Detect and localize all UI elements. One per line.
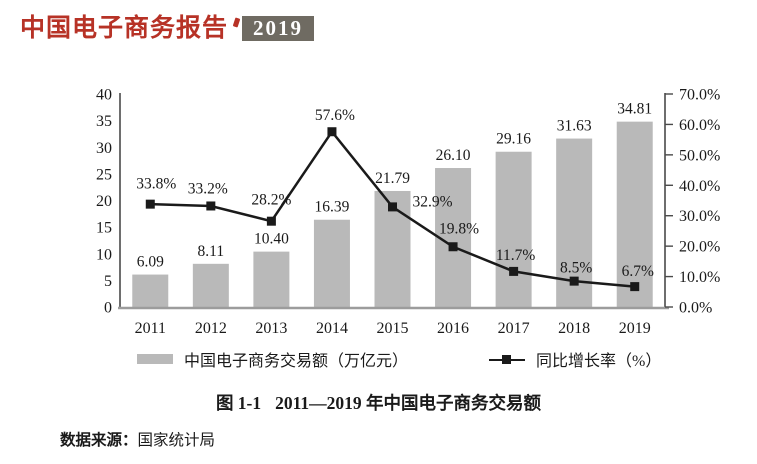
y-axis-right-label: 20.0%	[679, 239, 720, 256]
bar-value-label: 29.16	[496, 131, 531, 148]
growth-value-label: 6.7%	[622, 263, 654, 280]
y-axis-right-label: 50.0%	[679, 147, 720, 164]
growth-value-label: 19.8%	[439, 220, 479, 237]
x-axis-label: 2011	[135, 320, 166, 337]
x-axis-label: 2019	[619, 320, 651, 337]
y-axis-right-label: 10.0%	[679, 269, 720, 286]
line-marker-icon	[388, 202, 397, 212]
data-source-label: 数据来源：	[60, 432, 138, 449]
square-marker-icon	[502, 354, 511, 364]
y-axis-right-label: 70.0%	[679, 87, 720, 104]
bar	[192, 263, 229, 307]
bar	[313, 219, 350, 307]
growth-value-label: 33.8%	[136, 176, 176, 193]
y-axis-left-label: 0	[104, 300, 112, 317]
legend-bar-swatch	[137, 354, 173, 364]
growth-value-label: 57.6%	[315, 107, 355, 124]
line-marker-icon	[266, 216, 276, 226]
report-title: 中国电子商务报告	[20, 14, 229, 42]
legend-line-swatch	[489, 354, 525, 364]
bar-value-label: 34.81	[617, 101, 652, 118]
y-axis-left-label: 10	[96, 246, 112, 263]
legend-line-label: 同比增长率（%）	[536, 353, 662, 370]
year-badge: 2019	[242, 15, 315, 41]
growth-value-label: 32.9%	[412, 193, 452, 210]
y-axis-left-label: 30	[96, 140, 112, 157]
x-axis-label: 2017	[498, 320, 530, 337]
x-axis-label: 2016	[437, 320, 469, 337]
bar	[132, 274, 169, 307]
growth-value-label: 11.7%	[496, 247, 536, 264]
legend-item-line: 同比增长率（%）	[489, 350, 662, 370]
growth-value-label: 33.2%	[188, 180, 228, 197]
line-marker-icon	[145, 199, 155, 209]
x-axis-label: 2013	[255, 320, 287, 337]
figure-caption: 图 1-1 2011—2019 年中国电子商务交易额	[0, 390, 757, 415]
bar-value-label: 6.09	[137, 254, 164, 271]
bar-value-label: 21.79	[375, 170, 410, 187]
y-axis-left-label: 5	[104, 273, 112, 290]
line-marker-icon	[448, 242, 458, 252]
line-marker-icon	[630, 282, 640, 292]
y-axis-left-label: 35	[96, 113, 112, 130]
bar-value-label: 8.11	[198, 243, 225, 260]
y-axis-left-label: 15	[96, 220, 112, 237]
bar-value-label: 10.40	[254, 231, 289, 248]
line-marker-icon	[509, 266, 519, 276]
y-axis-right-label: 40.0%	[679, 178, 720, 195]
x-axis-label: 2015	[377, 320, 409, 337]
report-header: 中国电子商务报告 2019	[20, 13, 315, 43]
legend-item-bars: 中国电子商务交易额（万亿元）	[137, 350, 409, 370]
x-axis-label: 2012	[195, 320, 227, 337]
legend-bar-label: 中国电子商务交易额（万亿元）	[184, 353, 409, 370]
y-axis-right-label: 30.0%	[679, 208, 720, 225]
bar-value-label: 26.10	[436, 147, 471, 164]
line-marker-icon	[206, 201, 216, 211]
bar-value-label: 31.63	[557, 118, 592, 135]
growth-value-label: 8.5%	[560, 260, 592, 277]
bar	[253, 251, 290, 307]
x-axis-label: 2018	[558, 320, 590, 337]
bar	[495, 151, 532, 307]
y-axis-left-label: 25	[96, 166, 112, 183]
x-axis-label: 2014	[316, 320, 348, 337]
y-axis-left-label: 40	[96, 87, 112, 104]
data-source-value: 国家统计局	[137, 432, 216, 449]
data-source: 数据来源：国家统计局	[60, 428, 215, 450]
line-marker-icon	[327, 127, 337, 137]
line-marker-icon	[569, 276, 579, 286]
bar-value-label: 16.39	[315, 199, 350, 216]
growth-value-label: 28.2%	[251, 192, 291, 209]
figure-number: 图 1-1	[215, 393, 262, 413]
y-axis-right-label: 0.0%	[679, 300, 712, 317]
y-axis-right-label: 60.0%	[679, 117, 720, 134]
bar	[616, 121, 653, 307]
y-axis-left-label: 20	[96, 193, 112, 210]
figure-title: 2011—2019 年中国电子商务交易额	[275, 393, 542, 413]
